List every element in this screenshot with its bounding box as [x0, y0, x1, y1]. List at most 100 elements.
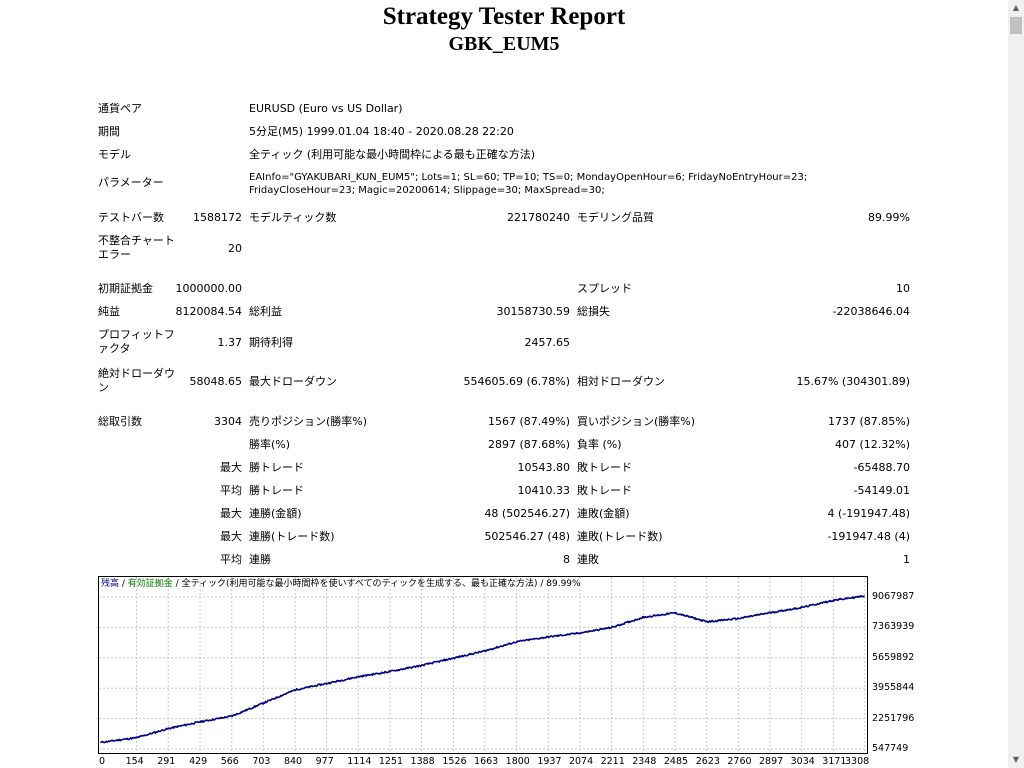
legend-model-quality: 全ティック(利用可能な最小時間枠を使いすべてのティックを生成する、最も正確な方法…: [181, 579, 581, 589]
x-tick-label: 3171: [822, 756, 847, 767]
x-tick-label: 291: [157, 756, 176, 767]
absolute-drawdown-label: 絶対ドローダウン: [98, 367, 175, 394]
max-loss-trade-value: -65488.70: [853, 461, 910, 474]
x-tick-label: 429: [189, 756, 208, 767]
balance-point: [800, 606, 803, 609]
expected-payoff-label: 期待利得: [249, 336, 293, 349]
parameters-value: EAInfo="GYAKUBARI_KUN_EUM5"; Lots=1; SL=…: [249, 172, 808, 196]
avg-loss-trade-value: -54149.01: [853, 484, 910, 497]
avg-label-2: 平均: [220, 553, 242, 566]
balance-point: [100, 741, 102, 744]
scroll-up-arrow-icon[interactable]: ▲: [1012, 3, 1020, 12]
x-tick-label: 1388: [410, 756, 435, 767]
max-drawdown-label: 最大ドローダウン: [249, 375, 337, 388]
short-positions-value: 1567 (87.49%): [487, 415, 570, 428]
profit-factor-value: 1.37: [217, 336, 243, 349]
x-tick-label: 2211: [600, 756, 625, 767]
x-tick-label: 2074: [568, 756, 594, 767]
max-consec-wins-count-value: 502546.27 (48): [484, 530, 570, 543]
legend-sep-1: /: [119, 579, 128, 589]
balance-point: [642, 616, 645, 619]
win-rate-value: 2897 (87.68%): [487, 438, 570, 451]
net-profit-value: 8120084.54: [175, 305, 242, 318]
balance-point: [547, 636, 550, 638]
legend-balance: 残高: [101, 579, 120, 589]
x-tick-label: 2348: [632, 756, 657, 767]
spread-value: 10: [896, 282, 910, 295]
chart-grid: [99, 577, 867, 753]
balance-point: [357, 675, 360, 678]
balance-point: [452, 657, 455, 659]
balance-point: [737, 617, 740, 620]
balance-point: [199, 721, 201, 723]
balance-point: [674, 612, 676, 614]
mismatch-label: 不整合チャートエラー: [98, 234, 175, 261]
bars-label: テストバー数: [98, 211, 164, 224]
avg-win-trade-value: 10410.33: [517, 484, 571, 497]
legend-sep-2: /: [172, 579, 182, 589]
x-tick-label: 2623: [695, 756, 720, 767]
balance-series-line: [100, 594, 865, 744]
gross-loss-value: -22038646.04: [832, 305, 910, 318]
y-tick-label: 5659892: [872, 651, 915, 663]
avg-loss-trade-label: 敗トレード: [577, 484, 632, 497]
x-tick-label: 1800: [505, 756, 530, 767]
symbol-value: EURUSD (Euro vs US Dollar): [249, 102, 403, 115]
balance-point: [832, 599, 835, 602]
gross-profit-value: 30158730.59: [496, 305, 570, 318]
balance-series-points: [100, 595, 865, 744]
win-rate-label: 勝率(%): [249, 438, 291, 451]
model-label: モデル: [98, 148, 131, 161]
balance-chart: [98, 576, 868, 754]
total-trades-value: 3304: [214, 415, 242, 428]
y-tick-label: 3955844: [872, 682, 915, 694]
y-tick-label: 2251796: [872, 712, 915, 724]
x-tick-label: 2485: [663, 756, 689, 767]
avg-win-trade-label: 勝トレード: [249, 484, 304, 497]
deposit-label: 初期証拠金: [98, 282, 153, 295]
x-tick-label: 0: [99, 756, 106, 767]
relative-drawdown-value: 15.67% (304301.89): [796, 375, 910, 388]
mismatch-value: 20: [228, 242, 242, 255]
loss-rate-value: 407 (12.32%): [834, 438, 910, 451]
scroll-down-arrow-icon[interactable]: ▼: [1012, 755, 1020, 764]
balance-chart-plot: [99, 577, 867, 753]
max-consec-wins-money-value: 48 (502546.27): [484, 507, 570, 520]
parameters-label: パラメーター: [98, 176, 164, 189]
balance-point: [863, 595, 865, 597]
quality-label: モデリング品質: [577, 211, 654, 224]
avg-consec-wins-value: 8: [563, 553, 570, 566]
max-win-trade-label: 勝トレード: [249, 461, 304, 474]
expected-payoff-value: 2457.65: [524, 336, 571, 349]
gross-profit-label: 総利益: [249, 305, 282, 318]
scroll-thumb[interactable]: [1010, 17, 1022, 34]
profit-factor-label: プロフィットファクタ: [98, 328, 175, 355]
x-tick-label: 3034: [790, 756, 815, 767]
balance-point: [705, 620, 708, 623]
balance-point: [325, 682, 328, 685]
quality-value: 89.99%: [868, 211, 910, 224]
ticks-label: モデルティック数: [249, 211, 337, 224]
long-positions-value: 1737 (87.85%): [827, 415, 910, 428]
symbol-label: 通貨ペア: [98, 102, 142, 115]
x-tick-label: 703: [252, 756, 271, 767]
max-consec-wins-count-label: 連勝(トレード数): [249, 530, 335, 543]
x-tick-label: 977: [315, 756, 334, 767]
x-tick-label: 1663: [474, 756, 499, 767]
x-tick-label: 3308: [845, 756, 870, 767]
max-consec-losses-count-label: 連敗(トレード数): [577, 530, 663, 543]
balance-point: [230, 715, 233, 717]
chart-legend: 残高 / 有効証拠金 / 全ティック(利用可能な最小時間枠を使いすべてのティック…: [101, 578, 581, 590]
balance-point: [610, 626, 613, 629]
balance-point: [689, 616, 691, 618]
balance-point: [515, 640, 518, 643]
balance-point: [769, 611, 771, 614]
vertical-scrollbar[interactable]: ▲ ▼: [1008, 0, 1024, 768]
x-tick-label: 2897: [759, 756, 784, 767]
x-tick-label: 154: [125, 756, 144, 767]
max-drawdown-value: 554605.69 (6.78%): [463, 375, 570, 388]
balance-point: [135, 736, 138, 739]
avg-label-1: 平均: [220, 484, 242, 497]
max-label-3: 最大: [220, 530, 242, 543]
